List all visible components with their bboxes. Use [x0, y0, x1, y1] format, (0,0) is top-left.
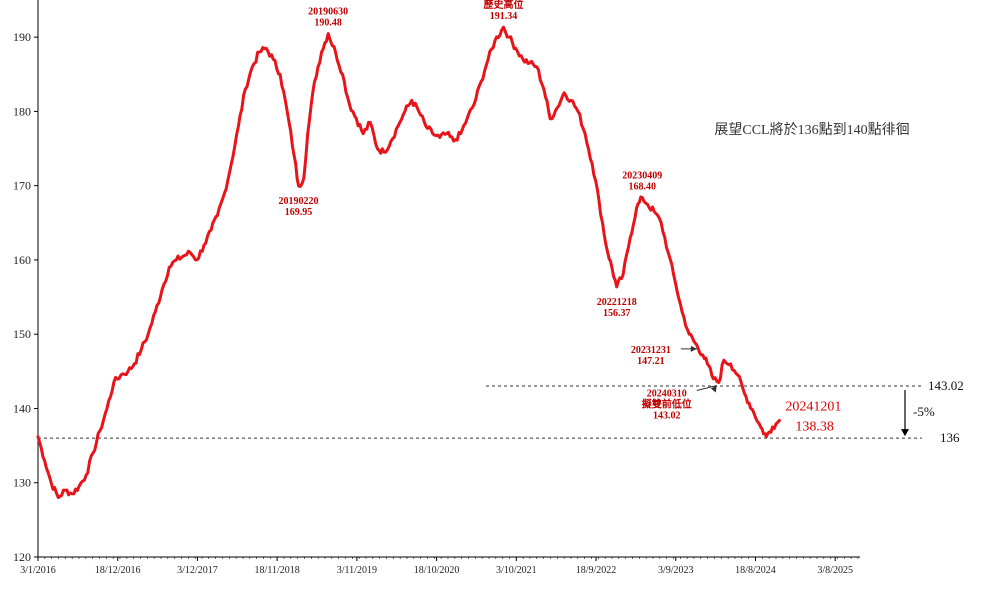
annotation-label: 191.34: [490, 11, 518, 22]
y-tick-label: 130: [13, 476, 31, 490]
change-label: -5%: [913, 404, 935, 419]
annotation-label: 20240310: [647, 388, 687, 399]
y-tick-label: 190: [13, 30, 31, 44]
x-tick-label: 3/8/2025: [817, 565, 853, 576]
annotation-label: 156.37: [603, 308, 631, 319]
x-tick-label: 18/10/2020: [414, 565, 460, 576]
annotation-label: 190.48: [314, 18, 342, 29]
x-tick-label: 3/10/2021: [496, 565, 537, 576]
x-tick-label: 3/11/2019: [337, 565, 377, 576]
annotation-label: 20190220: [279, 196, 319, 207]
change-arrow-head: [901, 429, 909, 436]
y-tick-label: 140: [13, 401, 31, 415]
annotation-label: 168.40: [629, 182, 657, 193]
annotation-label: 20190630: [308, 7, 348, 18]
y-tick-label: 150: [13, 327, 31, 341]
annotation-label: 20231231: [631, 345, 671, 356]
ref-label-143: 143.02: [928, 378, 964, 393]
y-tick-label: 160: [13, 253, 31, 267]
annotation-label: 歷史高位: [484, 0, 524, 11]
note-text: 展望CCL將於136點到140點徘徊: [714, 122, 909, 138]
x-tick-label: 3/12/2017: [177, 565, 218, 576]
x-tick-label: 18/12/2016: [95, 565, 141, 576]
annotation-label: 147.21: [637, 356, 665, 367]
annotation-label: 20221218: [597, 297, 637, 308]
y-tick-label: 170: [13, 179, 31, 193]
latest-value-label: 138.38: [795, 419, 834, 434]
annotation-label: 143.02: [653, 410, 681, 421]
x-tick-label: 18/9/2022: [576, 565, 617, 576]
y-tick-label: 180: [13, 104, 31, 118]
ref-label-136: 136: [940, 430, 960, 445]
y-tick-label: 120: [13, 550, 31, 564]
annotation-label: 擬雙前低位: [642, 397, 692, 410]
x-tick-label: 18/8/2024: [735, 565, 776, 576]
annotation-label: 20230409: [622, 171, 662, 182]
series-line: [38, 27, 779, 497]
x-tick-label: 18/11/2018: [255, 565, 300, 576]
x-tick-label: 3/9/2023: [658, 565, 694, 576]
x-tick-label: 3/1/2016: [20, 565, 56, 576]
annotation-label: 169.95: [285, 207, 313, 218]
latest-date-label: 20241201: [785, 399, 841, 414]
